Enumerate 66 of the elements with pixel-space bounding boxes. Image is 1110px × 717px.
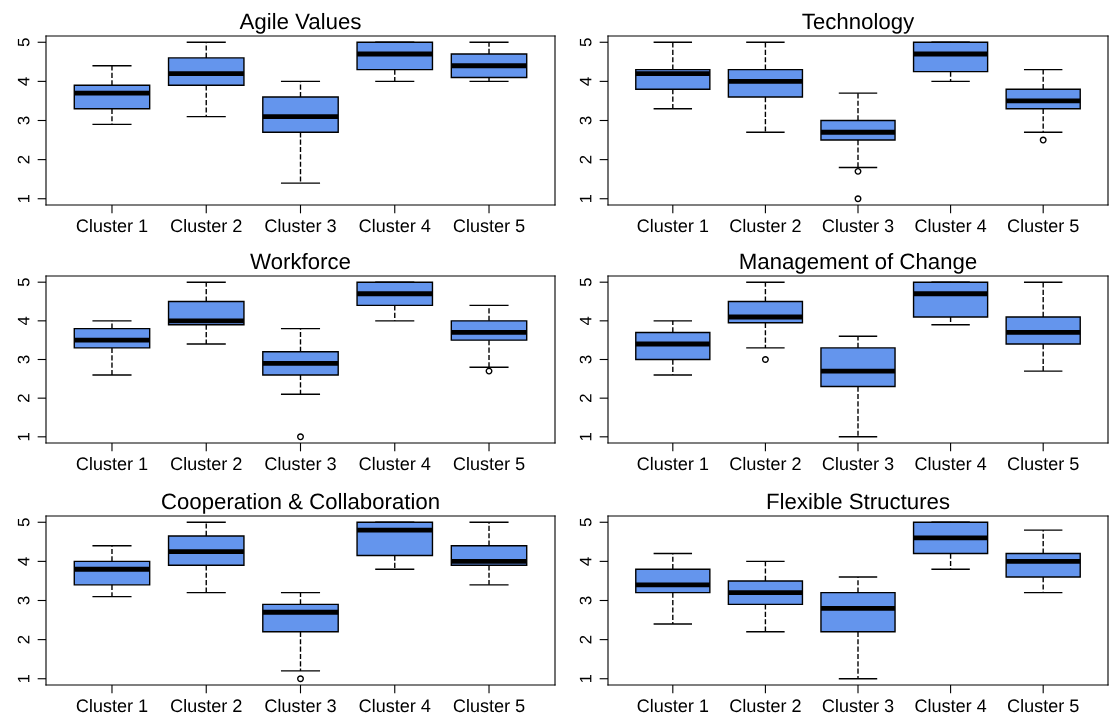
y-tick-label: 5 xyxy=(17,518,30,527)
x-tick-label: Cluster 1 xyxy=(637,456,709,471)
x-tick-label: Cluster 2 xyxy=(730,218,801,233)
y-tick-label: 4 xyxy=(17,557,30,566)
y-tick-label: 1 xyxy=(17,194,30,203)
x-tick-label: Cluster 2 xyxy=(730,456,801,471)
y-tick-label: 2 xyxy=(17,155,30,164)
y-tick-label: 3 xyxy=(17,116,30,125)
y-tick-label: 1 xyxy=(579,194,592,203)
x-tick-label: Cluster 1 xyxy=(76,698,148,713)
x-tick-label: Cluster 2 xyxy=(171,456,242,471)
x-tick-label: Cluster 3 xyxy=(822,218,894,233)
x-tick-label: Cluster 4 xyxy=(359,218,431,233)
y-tick-label: 4 xyxy=(579,557,592,566)
x-tick-label: Cluster 5 xyxy=(1007,456,1079,471)
y-tick-label: 2 xyxy=(579,635,592,644)
x-tick-label: Cluster 3 xyxy=(265,218,336,233)
x-tick-label: Cluster 1 xyxy=(637,218,709,233)
y-tick-label: 2 xyxy=(579,394,592,402)
x-tick-label: Cluster 3 xyxy=(265,698,336,713)
y-tick-label: 1 xyxy=(579,432,592,441)
x-tick-label: Cluster 5 xyxy=(1007,218,1079,233)
x-tick-label: Cluster 4 xyxy=(359,698,431,713)
y-tick-label: 5 xyxy=(17,278,30,287)
x-tick-label: Cluster 4 xyxy=(915,218,987,233)
y-tick-label: 4 xyxy=(579,316,592,326)
x-tick-label: Cluster 4 xyxy=(915,456,987,471)
x-tick-label: Cluster 2 xyxy=(730,698,801,713)
chart-title: Agile Values xyxy=(239,12,361,34)
chart-title: Management of Change xyxy=(740,252,977,274)
chart-title: Technology xyxy=(802,12,915,34)
y-tick-label: 3 xyxy=(579,116,592,125)
x-tick-label: Cluster 4 xyxy=(359,456,431,471)
x-tick-label: Cluster 4 xyxy=(915,698,987,713)
y-tick-label: 1 xyxy=(17,674,30,683)
x-tick-label: Cluster 5 xyxy=(453,218,525,233)
y-tick-label: 5 xyxy=(579,278,592,287)
y-tick-label: 3 xyxy=(17,596,30,605)
x-tick-label: Cluster 5 xyxy=(453,456,525,471)
y-tick-label: 5 xyxy=(17,38,30,47)
y-tick-label: 4 xyxy=(17,316,30,326)
y-tick-label: 3 xyxy=(579,355,592,364)
y-tick-label: 2 xyxy=(17,394,30,402)
x-tick-label: Cluster 3 xyxy=(265,456,336,471)
y-tick-label: 5 xyxy=(579,518,592,527)
x-tick-label: Cluster 3 xyxy=(822,456,894,471)
x-tick-label: Cluster 1 xyxy=(76,218,148,233)
y-tick-label: 5 xyxy=(579,38,592,47)
chart-title: Cooperation & Collaboration xyxy=(162,492,439,514)
x-tick-label: Cluster 5 xyxy=(453,698,525,713)
x-tick-label: Cluster 2 xyxy=(171,218,242,233)
x-tick-label: Cluster 1 xyxy=(637,698,709,713)
y-tick-label: 1 xyxy=(579,674,592,683)
y-tick-label: 3 xyxy=(579,596,592,605)
y-tick-label: 2 xyxy=(17,635,30,644)
y-tick-label: 4 xyxy=(579,77,592,86)
y-tick-label: 1 xyxy=(17,432,30,441)
x-tick-label: Cluster 5 xyxy=(1007,698,1079,713)
chart-title: Flexible Structures xyxy=(767,492,950,510)
x-tick-label: Cluster 2 xyxy=(171,698,242,713)
x-tick-label: Cluster 1 xyxy=(76,456,148,471)
y-tick-label: 2 xyxy=(579,155,592,164)
chart-title: Workforce xyxy=(250,252,350,270)
x-tick-label: Cluster 3 xyxy=(822,698,894,713)
y-tick-label: 4 xyxy=(17,77,30,86)
y-tick-label: 3 xyxy=(17,355,30,364)
